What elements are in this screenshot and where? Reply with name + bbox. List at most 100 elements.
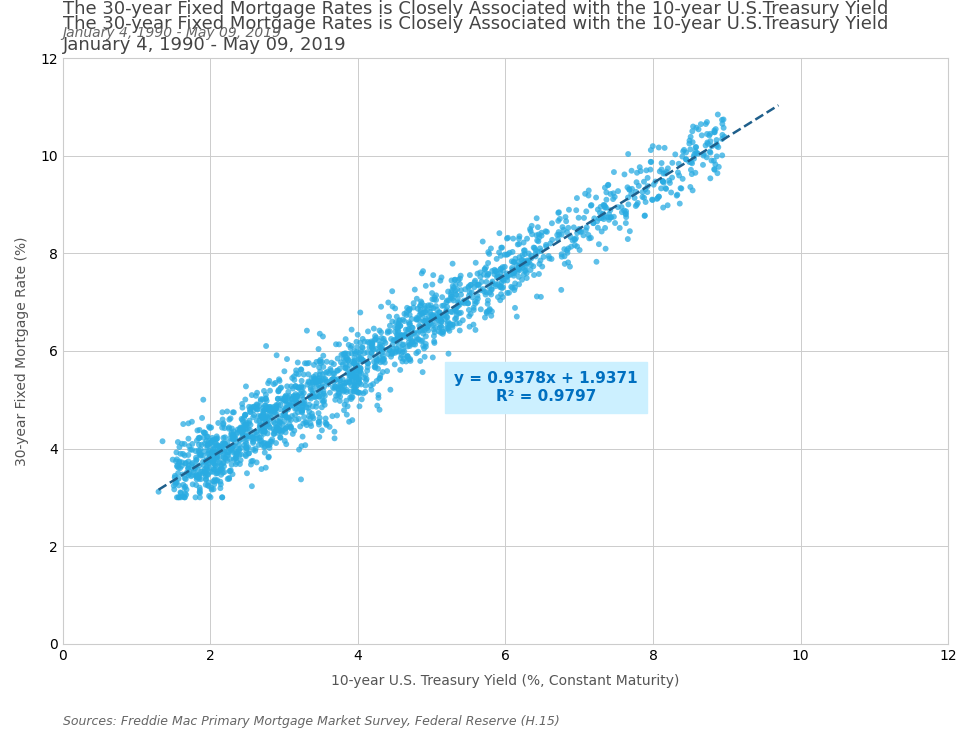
Point bbox=[661, 175, 677, 187]
Point bbox=[339, 362, 355, 374]
Point bbox=[269, 422, 285, 433]
Point bbox=[259, 410, 274, 422]
Point bbox=[295, 381, 311, 393]
Point bbox=[288, 395, 303, 407]
Point bbox=[531, 246, 546, 258]
Point bbox=[347, 365, 363, 376]
Point bbox=[352, 373, 367, 385]
Point bbox=[196, 427, 212, 438]
Point bbox=[170, 467, 186, 479]
Point bbox=[266, 428, 282, 440]
Point bbox=[345, 364, 361, 376]
Point bbox=[688, 141, 704, 153]
Point bbox=[178, 481, 193, 493]
Point bbox=[350, 329, 365, 340]
Point bbox=[218, 441, 233, 453]
Point bbox=[391, 340, 406, 352]
Point bbox=[368, 332, 384, 343]
Point bbox=[464, 279, 479, 291]
Point bbox=[507, 302, 523, 314]
Point bbox=[585, 217, 601, 229]
Point bbox=[483, 310, 499, 321]
Point bbox=[259, 403, 274, 415]
Point bbox=[272, 416, 288, 427]
Point bbox=[303, 381, 319, 393]
Point bbox=[234, 429, 250, 441]
Point bbox=[388, 302, 403, 314]
Point bbox=[294, 364, 309, 376]
Point bbox=[298, 401, 314, 413]
Point bbox=[421, 310, 436, 322]
Point bbox=[434, 321, 449, 333]
Point bbox=[220, 406, 235, 417]
Point bbox=[290, 393, 305, 405]
Point bbox=[256, 412, 271, 424]
Point bbox=[330, 389, 346, 401]
Point bbox=[371, 335, 387, 347]
Point bbox=[257, 425, 272, 436]
Point bbox=[185, 469, 200, 481]
Point bbox=[283, 421, 298, 433]
Point bbox=[397, 353, 412, 365]
Point bbox=[531, 228, 546, 240]
Point bbox=[295, 401, 310, 413]
Point bbox=[656, 177, 672, 189]
Point bbox=[267, 425, 283, 437]
Point bbox=[668, 149, 683, 160]
Point bbox=[446, 295, 462, 307]
Point bbox=[430, 304, 445, 315]
Point bbox=[295, 389, 310, 401]
Point bbox=[209, 452, 225, 464]
Point bbox=[179, 467, 194, 479]
Point bbox=[242, 424, 258, 436]
Point bbox=[567, 234, 582, 246]
Point bbox=[229, 447, 245, 458]
Point bbox=[488, 278, 503, 290]
Point bbox=[233, 425, 249, 436]
Point bbox=[524, 228, 539, 240]
Point bbox=[526, 261, 541, 272]
Point bbox=[434, 316, 449, 328]
Point bbox=[278, 409, 294, 421]
Point bbox=[714, 129, 730, 141]
Point bbox=[241, 447, 257, 459]
Point bbox=[494, 283, 509, 294]
Point bbox=[510, 256, 526, 268]
Point bbox=[238, 417, 254, 429]
Point bbox=[428, 300, 443, 312]
Point bbox=[201, 490, 217, 502]
Point bbox=[389, 311, 404, 323]
Point bbox=[201, 480, 217, 492]
Point bbox=[283, 394, 298, 406]
Point bbox=[237, 394, 253, 406]
Point bbox=[293, 421, 308, 433]
Point bbox=[427, 326, 442, 338]
Point bbox=[258, 411, 273, 422]
Point bbox=[298, 417, 314, 428]
Point bbox=[290, 397, 305, 408]
Point bbox=[291, 381, 306, 393]
Point bbox=[445, 258, 461, 269]
Point bbox=[389, 329, 404, 341]
Point bbox=[285, 400, 300, 411]
Point bbox=[196, 466, 212, 478]
Point bbox=[431, 311, 446, 323]
Point bbox=[272, 375, 288, 386]
Point bbox=[462, 286, 477, 298]
Point bbox=[376, 333, 392, 345]
Point bbox=[366, 361, 382, 373]
Point bbox=[344, 356, 360, 367]
Point bbox=[233, 442, 249, 454]
Point bbox=[268, 403, 284, 415]
Point bbox=[597, 199, 612, 211]
Point bbox=[260, 377, 276, 389]
Point bbox=[311, 373, 327, 384]
Point bbox=[268, 399, 284, 411]
Point bbox=[169, 491, 185, 503]
Point bbox=[184, 458, 199, 470]
Point bbox=[678, 146, 694, 158]
Point bbox=[610, 201, 626, 213]
Point bbox=[418, 280, 434, 292]
Point bbox=[610, 185, 626, 197]
Point bbox=[351, 356, 366, 367]
